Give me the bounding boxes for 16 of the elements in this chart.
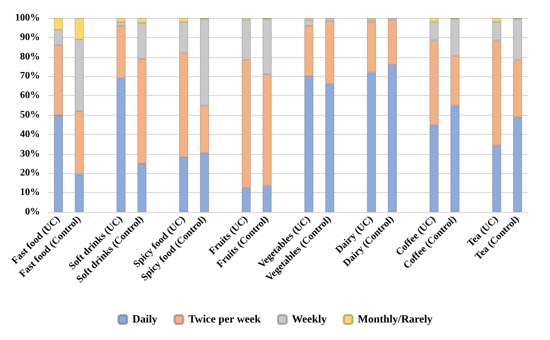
legend-label: Weekly bbox=[292, 314, 328, 326]
y-tick-label: 40% bbox=[20, 128, 40, 140]
legend-label: Daily bbox=[132, 314, 158, 326]
y-tick-label: 20% bbox=[20, 168, 40, 179]
bar bbox=[116, 18, 126, 22]
y-tick-label: 80% bbox=[20, 51, 40, 62]
y-tick-label: 0% bbox=[25, 206, 40, 218]
y-tick-label: 60% bbox=[20, 90, 40, 102]
y-tick-label: 30% bbox=[20, 148, 40, 160]
y-tick-label: 100% bbox=[15, 12, 40, 24]
y-tick-label: 10% bbox=[20, 187, 40, 198]
y-tick-label: 50% bbox=[20, 110, 40, 120]
legend-label: Monthly/Rarely bbox=[358, 314, 434, 326]
y-tick-label: 90% bbox=[20, 32, 40, 43]
y-tick-label: 70% bbox=[20, 70, 40, 82]
legend-label: Twice per week bbox=[188, 314, 262, 326]
